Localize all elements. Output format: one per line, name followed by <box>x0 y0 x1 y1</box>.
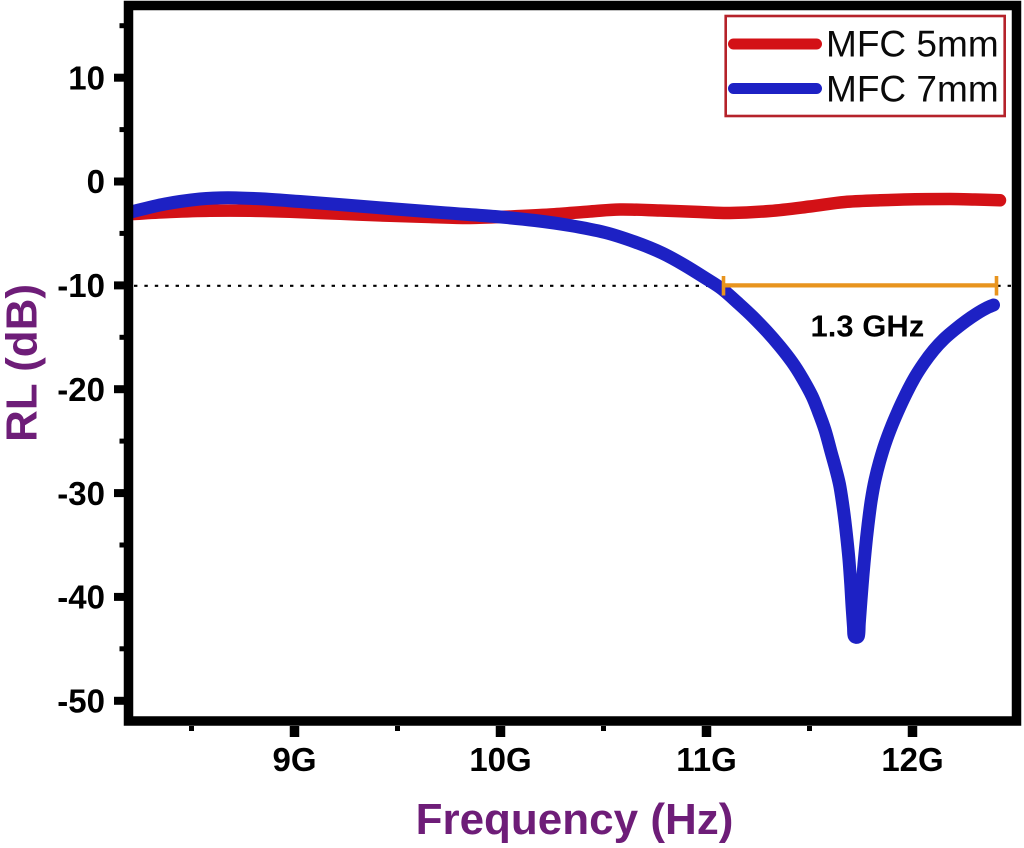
svg-text:11G: 11G <box>676 741 737 778</box>
svg-text:-40: -40 <box>57 579 105 616</box>
svg-text:-10: -10 <box>57 267 105 304</box>
svg-text:-30: -30 <box>57 475 105 512</box>
svg-text:0: 0 <box>87 163 105 200</box>
svg-text:RL (dB): RL (dB) <box>0 284 47 442</box>
svg-text:1.3 GHz: 1.3 GHz <box>811 309 925 344</box>
svg-text:10: 10 <box>68 59 105 96</box>
svg-text:Frequency (Hz): Frequency (Hz) <box>416 795 734 844</box>
svg-text:-50: -50 <box>57 683 105 720</box>
svg-text:-20: -20 <box>57 371 105 408</box>
svg-text:9G: 9G <box>272 741 316 778</box>
svg-text:12G: 12G <box>881 741 943 778</box>
svg-text:10G: 10G <box>469 741 531 778</box>
svg-text:MFC 7mm: MFC 7mm <box>826 69 999 110</box>
svg-text:MFC 5mm: MFC 5mm <box>826 24 999 65</box>
